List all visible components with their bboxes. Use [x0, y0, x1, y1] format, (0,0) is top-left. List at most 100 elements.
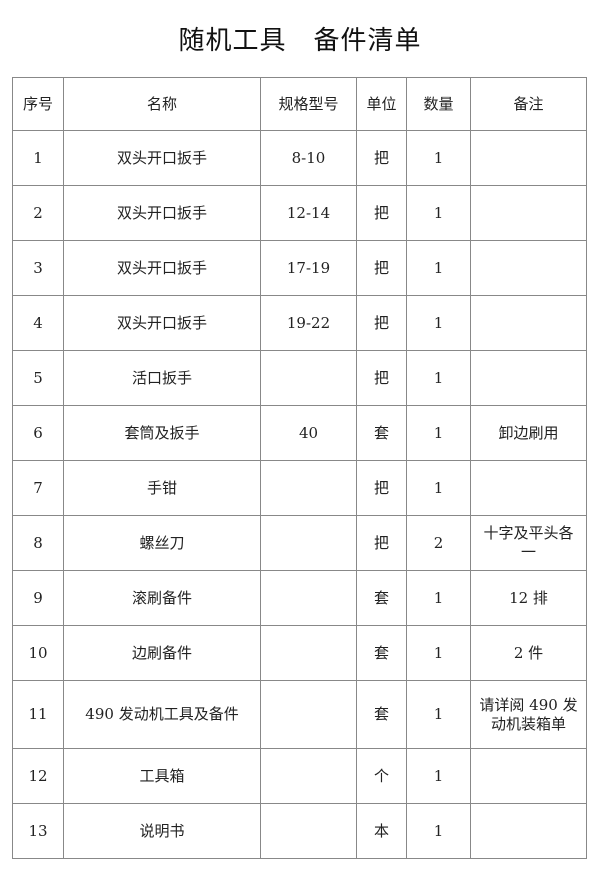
cell-quantity: 1 — [406, 680, 471, 749]
header-remark: 备注 — [470, 77, 587, 131]
table-row: 11 490 发动机工具及备件 套 1 请详阅 490 发动机装箱单 — [12, 680, 587, 749]
cell-quantity: 1 — [406, 295, 471, 351]
cell-remark — [470, 803, 587, 859]
cell-spec: 19-22 — [260, 295, 357, 351]
table-row: 2 双头开口扳手 12-14 把 1 — [12, 185, 587, 241]
table-row: 6 套筒及扳手 40 套 1 卸边刷用 — [12, 405, 587, 461]
cell-remark — [470, 295, 587, 351]
cell-index: 11 — [12, 680, 64, 749]
cell-quantity: 1 — [406, 350, 471, 406]
cell-unit: 把 — [356, 460, 407, 516]
cell-unit: 把 — [356, 295, 407, 351]
cell-remark: 十字及平头各一 — [470, 515, 587, 571]
cell-quantity: 1 — [406, 570, 471, 626]
cell-spec: 40 — [260, 405, 357, 461]
cell-spec — [260, 460, 357, 516]
cell-index: 7 — [12, 460, 64, 516]
cell-remark: 请详阅 490 发动机装箱单 — [470, 680, 587, 749]
header-row: 序号 名称 规格型号 单位 数量 备注 — [12, 77, 587, 131]
cell-name: 手钳 — [63, 460, 261, 516]
document-title: 随机工具 备件清单 — [178, 26, 422, 56]
cell-remark: 2 件 — [470, 625, 587, 681]
cell-quantity: 1 — [406, 748, 471, 804]
cell-name: 双头开口扳手 — [63, 130, 261, 186]
cell-unit: 把 — [356, 515, 407, 571]
cell-spec — [260, 625, 357, 681]
cell-quantity: 1 — [406, 803, 471, 859]
cell-spec: 8-10 — [260, 130, 357, 186]
cell-name: 490 发动机工具及备件 — [63, 680, 261, 749]
cell-unit: 套 — [356, 680, 407, 749]
cell-quantity: 1 — [406, 240, 471, 296]
cell-name: 套筒及扳手 — [63, 405, 261, 461]
cell-remark — [470, 240, 587, 296]
cell-index: 12 — [12, 748, 64, 804]
cell-remark — [470, 350, 587, 406]
header-index: 序号 — [12, 77, 64, 131]
cell-name: 双头开口扳手 — [63, 185, 261, 241]
cell-index: 5 — [12, 350, 64, 406]
cell-spec: 12-14 — [260, 185, 357, 241]
cell-name: 双头开口扳手 — [63, 240, 261, 296]
cell-remark — [470, 185, 587, 241]
cell-index: 10 — [12, 625, 64, 681]
table-row: 13 说明书 本 1 — [12, 803, 587, 859]
cell-quantity: 1 — [406, 130, 471, 186]
cell-quantity: 1 — [406, 625, 471, 681]
cell-index: 2 — [12, 185, 64, 241]
table-row: 1 双头开口扳手 8-10 把 1 — [12, 130, 587, 186]
cell-quantity: 2 — [406, 515, 471, 571]
parts-list-table: 序号 名称 规格型号 单位 数量 备注 1 双头开口扳手 8-10 把 1 2 双头开口扳手 12-14 把… — [12, 77, 587, 859]
cell-unit: 套 — [356, 625, 407, 681]
table-row: 9 滚刷备件 套 1 12 排 — [12, 570, 587, 626]
cell-quantity: 1 — [406, 405, 471, 461]
cell-spec — [260, 680, 357, 749]
header-unit: 单位 — [356, 77, 407, 131]
cell-spec — [260, 803, 357, 859]
cell-unit: 本 — [356, 803, 407, 859]
table-row: 8 螺丝刀 把 2 十字及平头各一 — [12, 515, 587, 571]
cell-unit: 把 — [356, 350, 407, 406]
cell-index: 9 — [12, 570, 64, 626]
header-spec: 规格型号 — [260, 77, 357, 131]
cell-unit: 把 — [356, 240, 407, 296]
cell-remark — [470, 460, 587, 516]
cell-name: 活口扳手 — [63, 350, 261, 406]
cell-unit: 套 — [356, 405, 407, 461]
cell-quantity: 1 — [406, 185, 471, 241]
cell-spec: 17-19 — [260, 240, 357, 296]
table-row: 5 活口扳手 把 1 — [12, 350, 587, 406]
cell-index: 6 — [12, 405, 64, 461]
cell-spec — [260, 515, 357, 571]
cell-spec — [260, 748, 357, 804]
table-row: 10 边刷备件 套 1 2 件 — [12, 625, 587, 681]
cell-index: 1 — [12, 130, 64, 186]
cell-unit: 把 — [356, 130, 407, 186]
table-row: 4 双头开口扳手 19-22 把 1 — [12, 295, 587, 351]
cell-spec — [260, 350, 357, 406]
header-quantity: 数量 — [406, 77, 471, 131]
cell-name: 边刷备件 — [63, 625, 261, 681]
cell-spec — [260, 570, 357, 626]
cell-unit: 把 — [356, 185, 407, 241]
header-name: 名称 — [63, 77, 261, 131]
table-row: 7 手钳 把 1 — [12, 460, 587, 516]
cell-unit: 套 — [356, 570, 407, 626]
cell-remark: 卸边刷用 — [470, 405, 587, 461]
cell-index: 3 — [12, 240, 64, 296]
cell-index: 8 — [12, 515, 64, 571]
cell-name: 螺丝刀 — [63, 515, 261, 571]
cell-unit: 个 — [356, 748, 407, 804]
cell-remark: 12 排 — [470, 570, 587, 626]
cell-index: 13 — [12, 803, 64, 859]
cell-remark — [470, 130, 587, 186]
table-row: 3 双头开口扳手 17-19 把 1 — [12, 240, 587, 296]
cell-name: 双头开口扳手 — [63, 295, 261, 351]
cell-remark — [470, 748, 587, 804]
cell-quantity: 1 — [406, 460, 471, 516]
cell-index: 4 — [12, 295, 64, 351]
table-row: 12 工具箱 个 1 — [12, 748, 587, 804]
cell-name: 滚刷备件 — [63, 570, 261, 626]
cell-name: 工具箱 — [63, 748, 261, 804]
cell-name: 说明书 — [63, 803, 261, 859]
